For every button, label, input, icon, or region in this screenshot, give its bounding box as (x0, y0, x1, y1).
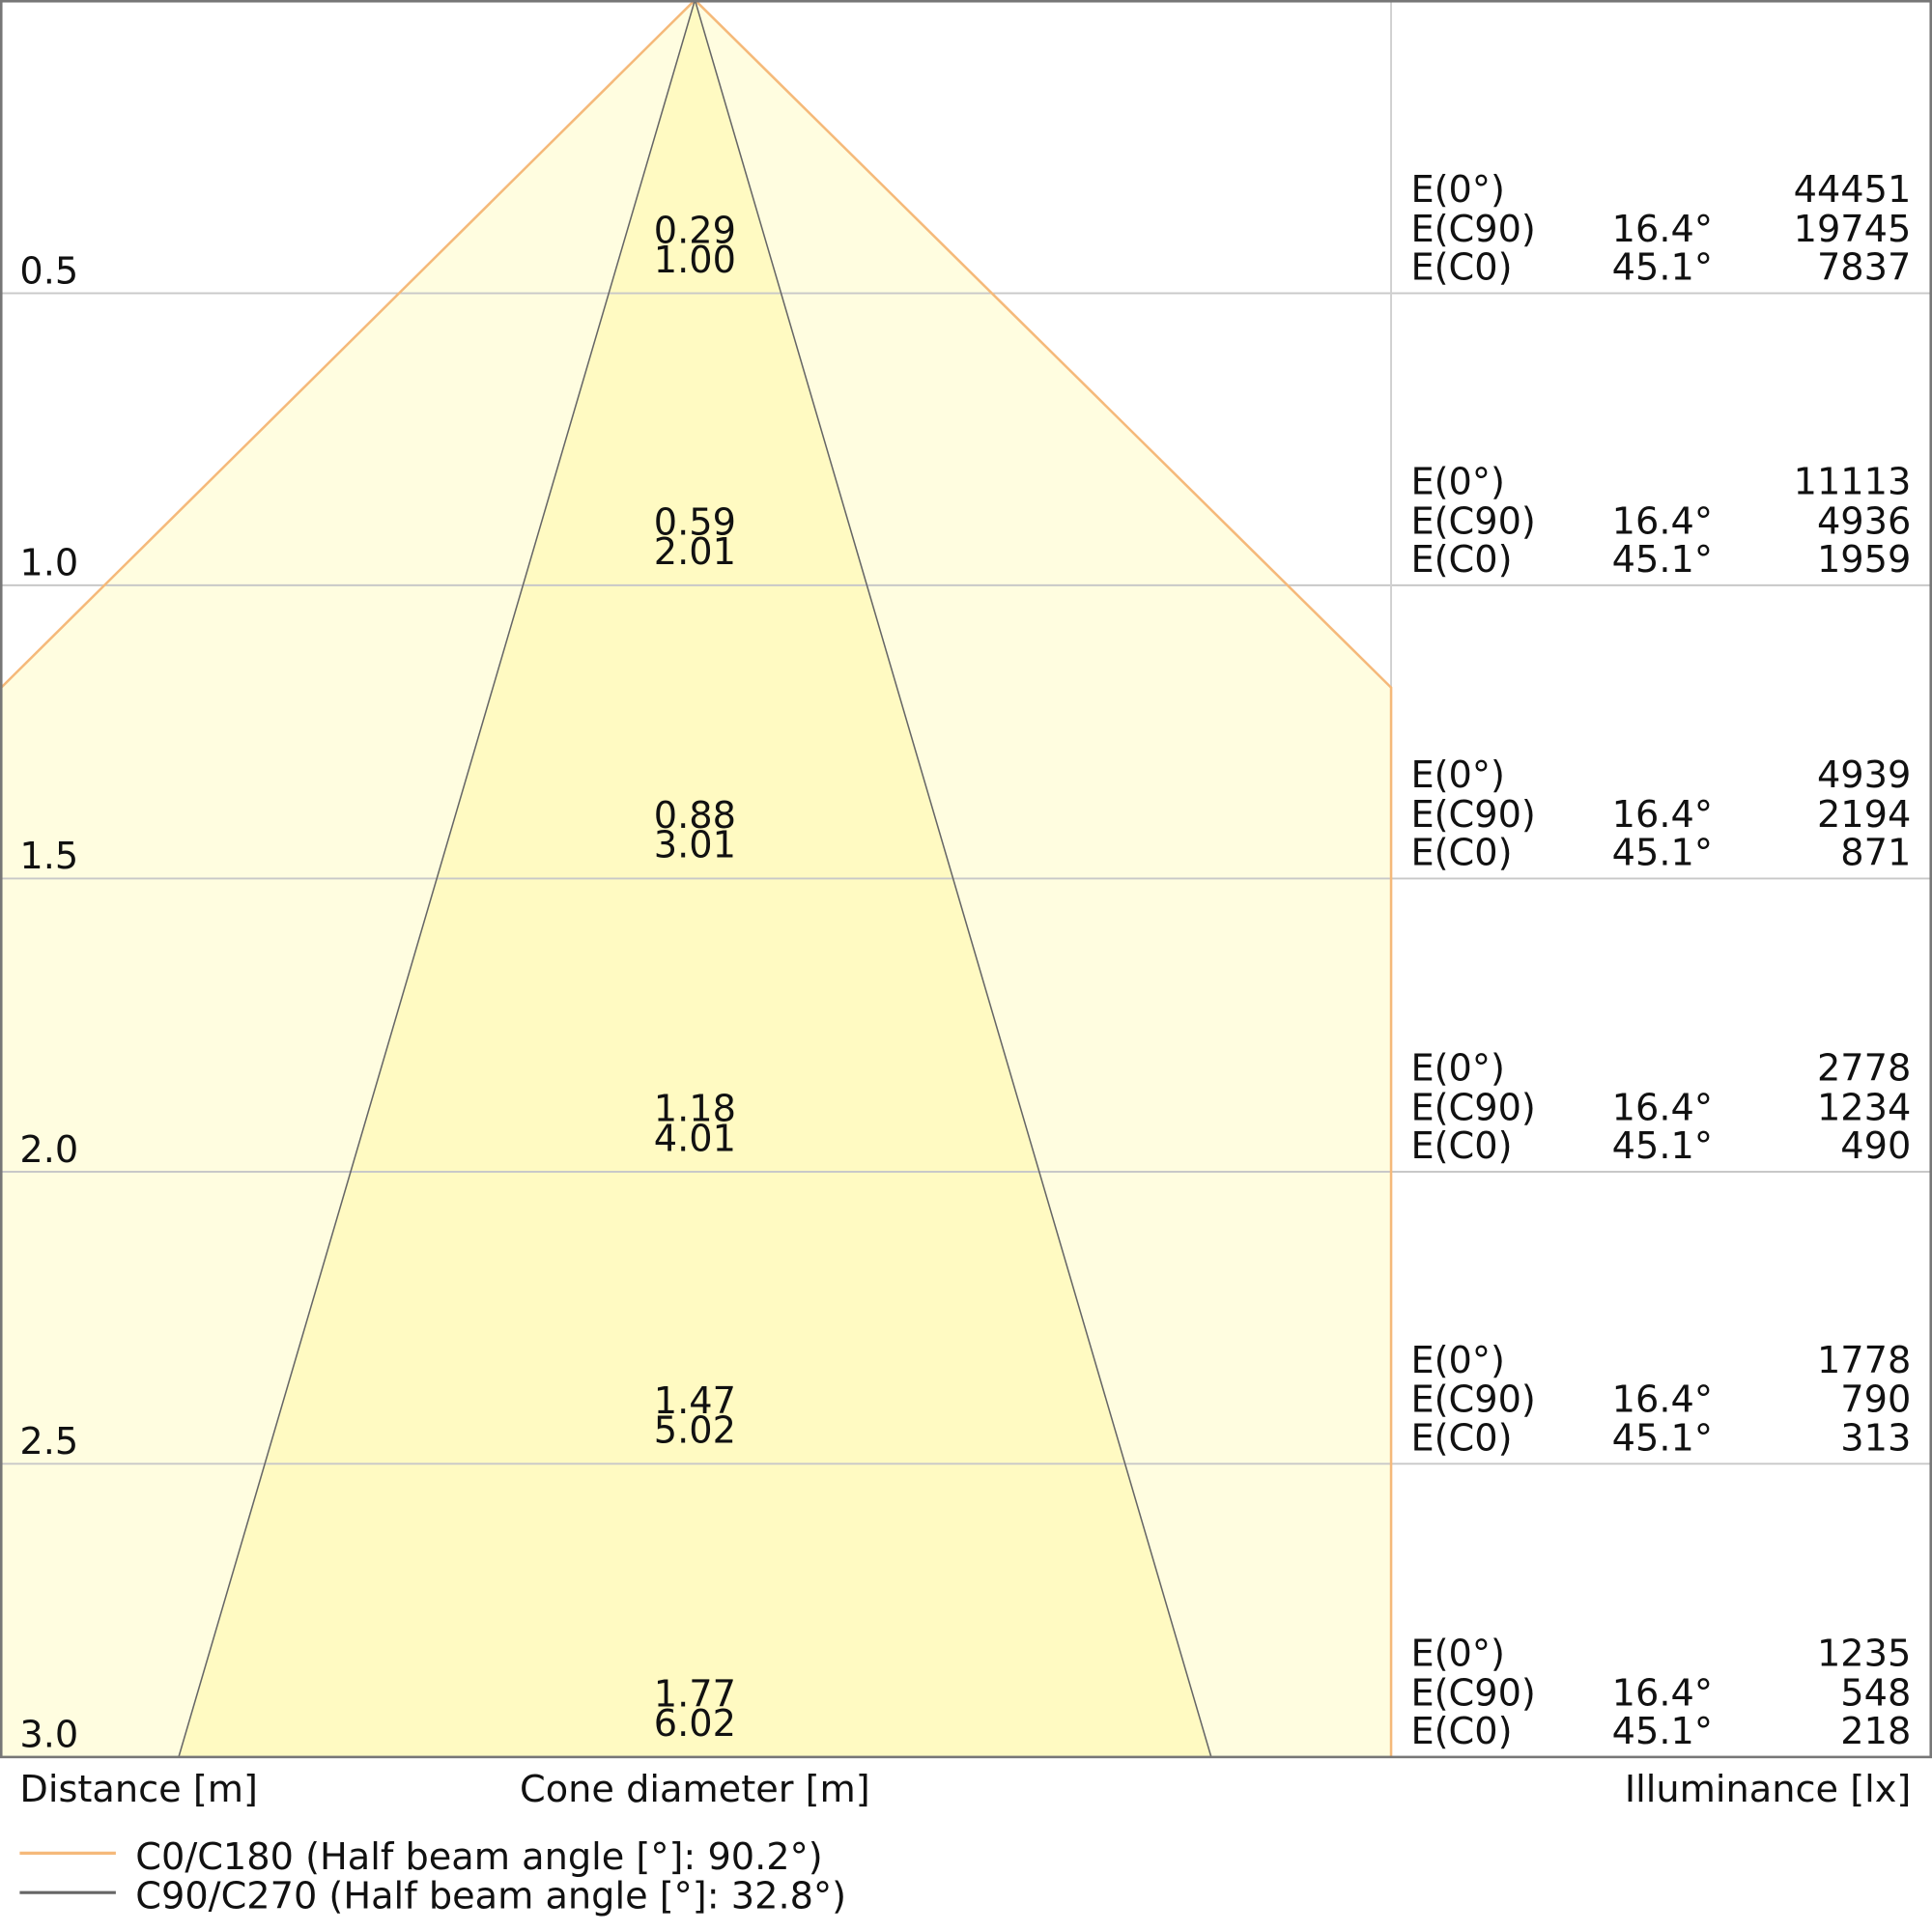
illuminance-label-ec0: E(C0) (1410, 246, 1512, 290)
illuminance-e0: 2778 (1817, 1047, 1911, 1091)
cone-diameter-c0: 1.00 (654, 239, 736, 282)
distance-label: 1.0 (19, 542, 78, 585)
illuminance-ec0: 871 (1840, 831, 1911, 874)
c0-beam-line (0, 0, 1393, 1757)
illuminance-ec0: 313 (1840, 1416, 1911, 1460)
angle-c90: 16.4° (1612, 208, 1713, 251)
illuminance-axis-label: Illuminance [lx] (1625, 1768, 1911, 1811)
distance-label: 3.0 (19, 1714, 78, 1757)
illuminance-ec90: 4936 (1817, 499, 1911, 543)
angle-c90: 16.4° (1612, 1086, 1713, 1129)
cone-diameter-c90: 0.88 (654, 794, 736, 838)
distance-label: 0.5 (19, 249, 78, 293)
distance-label: 1.5 (19, 835, 78, 878)
distance-label: 2.0 (19, 1128, 78, 1172)
illuminance-ec0: 7837 (1817, 246, 1911, 290)
angle-c0: 45.1° (1612, 246, 1713, 290)
cone-diameter-c0: 3.01 (654, 824, 736, 867)
illuminance-label-ec0: E(C0) (1410, 1124, 1512, 1168)
angle-c90: 16.4° (1612, 793, 1713, 837)
illuminance-label-ec0: E(C0) (1410, 1710, 1512, 1753)
illuminance-e0: 44451 (1794, 168, 1912, 212)
angle-c0: 45.1° (1612, 831, 1713, 874)
illuminance-ec90: 790 (1840, 1378, 1911, 1422)
angle-c0: 45.1° (1612, 538, 1713, 582)
illuminance-ec0: 218 (1840, 1710, 1911, 1753)
illuminance-label-ec90: E(C90) (1410, 1378, 1535, 1422)
cone-diameter-c0: 4.01 (654, 1117, 736, 1160)
illuminance-label-ec90: E(C90) (1410, 1671, 1535, 1715)
angle-c90: 16.4° (1612, 499, 1713, 543)
illuminance-label-e0: E(0°) (1410, 1632, 1504, 1675)
chart-texts: 0.50.291.00E(0°)E(C90)E(C0)16.4°45.1°444… (19, 168, 1911, 1918)
illuminance-ec90: 2194 (1817, 793, 1911, 837)
illuminance-e0: 11113 (1794, 460, 1912, 503)
cone-diameter-c0: 2.01 (654, 530, 736, 574)
angle-c90: 16.4° (1612, 1671, 1713, 1715)
angle-c0: 45.1° (1612, 1416, 1713, 1460)
illuminance-e0: 4939 (1817, 753, 1911, 797)
angle-c90: 16.4° (1612, 1378, 1713, 1422)
illuminance-label-ec90: E(C90) (1410, 499, 1535, 543)
illuminance-label-e0: E(0°) (1410, 1047, 1504, 1091)
cone-diameter-c90: 1.47 (654, 1379, 736, 1423)
illuminance-label-e0: E(0°) (1410, 1339, 1504, 1382)
plot-border (0, 0, 1932, 1759)
illuminance-ec90: 19745 (1794, 208, 1912, 251)
cone-diameter-c90: 0.59 (654, 501, 736, 545)
illuminance-ec90: 548 (1840, 1671, 1911, 1715)
cone-axis-label: Cone diameter [m] (520, 1768, 870, 1811)
illuminance-e0: 1778 (1817, 1339, 1911, 1382)
distance-label: 2.5 (19, 1420, 78, 1463)
illuminance-ec0: 1959 (1817, 538, 1911, 582)
cone-diameter-c90: 1.77 (654, 1673, 736, 1717)
cone-diameter-c90: 1.18 (654, 1088, 736, 1131)
illuminance-label-ec90: E(C90) (1410, 1086, 1535, 1129)
legend-label: C90/C270 (Half beam angle [°]: 32.8°) (135, 1875, 846, 1918)
legend-label: C0/C180 (Half beam angle [°]: 90.2°) (135, 1835, 822, 1879)
distance-axis-label: Distance [m] (19, 1768, 258, 1811)
illuminance-e0: 1235 (1817, 1632, 1911, 1675)
cone-diameter-c90: 0.29 (654, 209, 736, 252)
illuminance-label-ec0: E(C0) (1410, 1416, 1512, 1460)
angle-c0: 45.1° (1612, 1710, 1713, 1753)
cone-diameter-c0: 5.02 (654, 1409, 736, 1453)
illuminance-label-e0: E(0°) (1410, 460, 1504, 503)
illuminance-label-e0: E(0°) (1410, 168, 1504, 212)
illuminance-label-ec90: E(C90) (1410, 208, 1535, 251)
illuminance-label-ec0: E(C0) (1410, 831, 1512, 874)
illuminance-label-ec0: E(C0) (1410, 538, 1512, 582)
illuminance-ec90: 1234 (1817, 1086, 1911, 1129)
angle-c0: 45.1° (1612, 1124, 1713, 1168)
illuminance-ec0: 490 (1840, 1124, 1911, 1168)
illuminance-label-e0: E(0°) (1410, 753, 1504, 797)
c90-beam-line (178, 0, 1212, 1758)
cone-diameter-c0: 6.02 (654, 1702, 736, 1746)
illuminance-label-ec90: E(C90) (1410, 793, 1535, 837)
